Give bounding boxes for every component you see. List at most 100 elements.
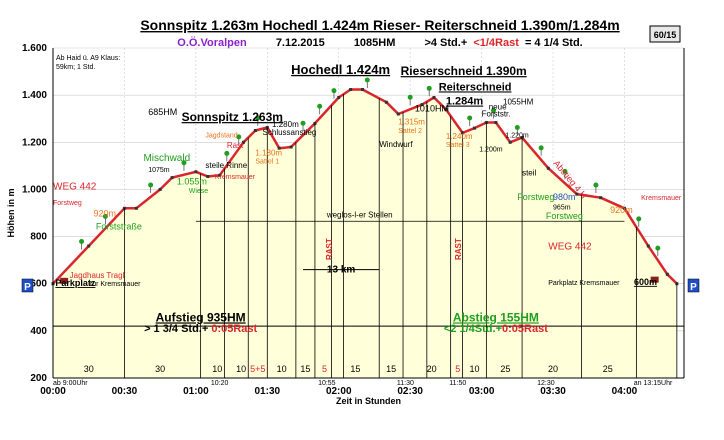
hm-annotation: 1055HM (503, 98, 534, 107)
rast-mark: RAST (454, 238, 463, 260)
x-axis-title: Zeit in Stunden (336, 396, 401, 406)
abstieg-time-rast: 0:05Rast (502, 323, 548, 335)
p-badge-label: P (690, 282, 697, 293)
profile-annotation: 1.055m (177, 177, 207, 187)
y-tick-label: 800 (30, 232, 47, 243)
profile-point (87, 244, 91, 248)
y-tick-label: 1.400 (22, 90, 47, 101)
time-mark-label: 10:55 (318, 380, 336, 387)
subtitle-time-pre: >4 Std.+ (424, 37, 467, 49)
chart-subtitle: O.Ö.Voralpen 7.12.2015 1085HM >4 Std.+ <… (177, 36, 582, 49)
profile-point (432, 96, 436, 99)
profile-annotation: 920m (93, 209, 116, 219)
profile-point (646, 244, 650, 248)
y-tick-label: 1.600 (22, 43, 47, 54)
subtitle-time-post: = 4 1/4 Std. (525, 37, 583, 49)
profile-annotation: steile Rinne (205, 161, 247, 170)
peak-label: 1.284m (446, 96, 484, 108)
p-badge-right (687, 278, 700, 293)
time-mark-label: an 13:15Uhr (634, 380, 673, 387)
profile-annotation: 685HM (148, 107, 177, 117)
peak-label: Reiterschneid (439, 81, 512, 93)
tree-crown (364, 77, 370, 83)
chart-title: Sonnspitz 1.263m Hochedl 1.424m Rieser- … (140, 17, 619, 33)
profile-point (575, 192, 579, 196)
profile-annotation: Mischwald (143, 153, 190, 164)
peak-label: Sonnspitz 1.263m (182, 110, 283, 124)
x-tick-label: 03:30 (540, 386, 566, 397)
profile-point (218, 173, 222, 177)
segment-duration: 5 (455, 364, 460, 374)
aufstieg-time-pre: > 1 3/4 Std.+ (144, 323, 211, 335)
profile-point (194, 170, 198, 174)
start-label: Jagdhaus Tragl (70, 271, 125, 280)
segment-duration: 10 (277, 364, 287, 374)
profile-annotation: Forststr. (482, 109, 511, 118)
segment-duration: 10 (236, 364, 246, 374)
profile-annotation: 1.220m (505, 133, 529, 140)
profile-annotation: Rast (227, 141, 244, 150)
segment-duration: 15 (350, 364, 360, 374)
x-tick-label: 00:00 (40, 386, 66, 397)
tree-crown (407, 94, 413, 100)
segment-duration: 25 (500, 364, 510, 374)
profile-annotation: 980m (553, 192, 576, 202)
profile-annotation: weglos-l-er Stellen (326, 211, 393, 220)
profile-annotation: Kremsmauer (641, 195, 682, 202)
tree-crown (593, 182, 599, 188)
profile-annotation: WEG 442 (53, 181, 97, 192)
y-tick-label: 600 (30, 279, 47, 290)
subtitle-rast: <1/4Rast (473, 37, 519, 49)
profile-annotation: 965m (553, 204, 571, 211)
end-label: Parkplatz Kremsmauer (548, 280, 620, 287)
axes: 200 400 600 800 1.000 1.200 1.400 1.600 00:00 00:… (6, 43, 685, 406)
y-tick-label: 1.000 (22, 184, 47, 195)
profile-annotation: Schlussanstieg (263, 128, 317, 137)
profile-annotation: Sattel 1 (255, 159, 279, 166)
x-tick-label: 03:00 (469, 386, 495, 397)
abstieg-time-pre: <2 1/4Std.+ (444, 323, 502, 335)
segment-duration: 25 (603, 364, 613, 374)
tree-crown (181, 160, 187, 166)
tree-crown (491, 107, 497, 113)
segment-duration: 15 (300, 364, 310, 374)
tree-crown (300, 120, 306, 126)
abstieg-title: Abstieg 155HM (453, 310, 539, 324)
y-axis-title: Höhen in m (6, 189, 16, 238)
tree-crown (331, 88, 337, 94)
tree-crown (514, 124, 520, 130)
segment-duration: 30 (84, 364, 94, 374)
end-house-icon (650, 276, 659, 283)
start-house-icon (60, 277, 69, 284)
profile-annotation: 1075m (148, 167, 170, 174)
profile-annotation: 1.180m (255, 148, 282, 157)
profile-annotation: 1010HM (415, 104, 449, 114)
time-mark-label: 12:30 (537, 380, 555, 387)
tree-crown (655, 245, 661, 251)
peak-label: Rieserschneid 1.390m (401, 64, 527, 78)
aufstieg-time: > 1 3/4 Std.+ 0:05Rast (144, 323, 257, 335)
profile-annotation: 1.315m (398, 118, 425, 127)
p-badge-label: P (24, 282, 31, 293)
tree-crown (255, 115, 261, 121)
tree-crown (224, 150, 230, 156)
start-parking-sub: zur Kremsmauer (89, 281, 141, 288)
profile-point (396, 112, 400, 116)
x-tick-label: 00:30 (112, 386, 138, 397)
subtitle-hm: 1085HM (354, 37, 396, 49)
profile-point (170, 176, 174, 180)
page-badge: 60/15 (654, 30, 677, 40)
y-tick-label: 1.200 (22, 137, 47, 148)
profile-annotation: WEG 442 (548, 242, 592, 253)
x-tick-label: 01:00 (183, 386, 209, 397)
aufstieg-time-rast: 0:05Rast (211, 323, 257, 335)
profile-annotation: Kremsmauer (215, 174, 256, 181)
profile-point (472, 126, 476, 130)
profile-annotation: Forstweg (53, 200, 82, 207)
segment-duration: 5+5 (250, 364, 265, 374)
start-parking: Parkplatz (55, 278, 96, 288)
profile-annotation: 1.240m (446, 132, 473, 141)
profile-point (277, 146, 281, 150)
profile-annotation: Forststraße (96, 222, 142, 232)
subtitle-date: 7.12.2015 (276, 37, 325, 49)
